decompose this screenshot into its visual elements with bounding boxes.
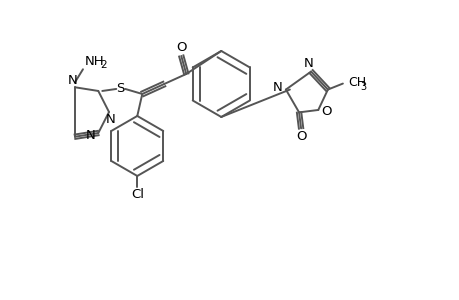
Text: O: O <box>320 106 331 118</box>
Text: N: N <box>85 128 95 142</box>
Text: N: N <box>68 74 78 87</box>
Text: Cl: Cl <box>130 188 144 202</box>
Text: N: N <box>303 57 313 70</box>
Text: S: S <box>116 82 124 95</box>
Text: 2: 2 <box>100 60 106 70</box>
Text: CH: CH <box>347 76 365 89</box>
Text: 3: 3 <box>359 82 365 92</box>
Text: N: N <box>272 81 282 94</box>
Text: O: O <box>295 130 306 143</box>
Text: N: N <box>106 112 116 125</box>
Text: O: O <box>176 41 186 55</box>
Text: NH: NH <box>85 55 104 68</box>
